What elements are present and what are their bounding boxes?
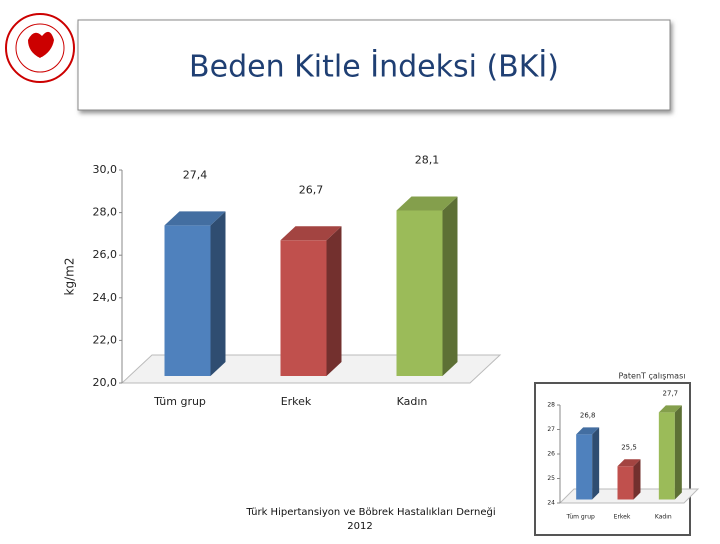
y-tick-label: 25	[547, 475, 555, 482]
x-tick-label: Erkek	[614, 514, 631, 521]
slide-title: Beden Kitle İndeksi (BKİ)	[189, 49, 559, 85]
bar-side	[633, 459, 641, 500]
bar	[576, 434, 593, 500]
x-tick-label: Kadın	[397, 395, 428, 408]
inset-caption: PatenT çalışması	[619, 372, 686, 381]
value-label: 25,5	[621, 443, 637, 451]
bar-top	[658, 405, 682, 413]
bar	[658, 412, 675, 500]
y-tick-label: 28,0	[93, 206, 118, 219]
footer-line: 2012	[347, 521, 372, 532]
bar-top	[280, 226, 342, 241]
value-label: 26,7	[299, 183, 324, 196]
logo: 1995	[5, 13, 75, 83]
bar-side	[674, 405, 682, 500]
bar-top	[164, 211, 226, 226]
bar	[396, 210, 443, 376]
x-tick-label: Tüm grup	[153, 395, 206, 408]
logo-heart	[28, 31, 54, 58]
y-tick-label: 26,0	[93, 248, 118, 261]
bar-side	[442, 196, 458, 376]
bar-side	[210, 211, 226, 376]
bar-top	[576, 427, 600, 435]
logo-year: 1995	[30, 56, 50, 64]
logo-inner	[15, 23, 65, 73]
y-tick-label: 30,0	[93, 163, 118, 176]
y-axis-label: kg/m2	[63, 258, 77, 296]
footer-line: Türk Hipertansiyon ve Böbrek Hastalıklar…	[245, 506, 495, 518]
bar-side	[326, 226, 342, 376]
bar	[164, 225, 211, 376]
bar-side	[592, 427, 600, 500]
y-tick-label: 27	[547, 426, 555, 433]
y-tick-label: 22,0	[93, 333, 118, 346]
value-label: 28,1	[415, 153, 440, 166]
bar-top	[396, 196, 458, 211]
y-tick-label: 24,0	[93, 291, 118, 304]
bar	[617, 466, 634, 500]
bar	[280, 240, 327, 376]
value-label: 26,8	[580, 411, 596, 419]
x-tick-label: Tüm grup	[566, 514, 595, 521]
y-tick-label: 26	[547, 451, 555, 458]
y-tick-label: 28	[547, 402, 555, 409]
x-tick-label: Kadın	[655, 514, 672, 521]
y-tick-label: 20,0	[93, 376, 118, 389]
bar-top	[617, 459, 641, 467]
value-label: 27,4	[183, 168, 208, 181]
title-box	[77, 19, 671, 111]
x-tick-label: Erkek	[281, 395, 312, 408]
value-label: 27,7	[663, 389, 679, 397]
y-tick-label: 24	[547, 500, 555, 507]
